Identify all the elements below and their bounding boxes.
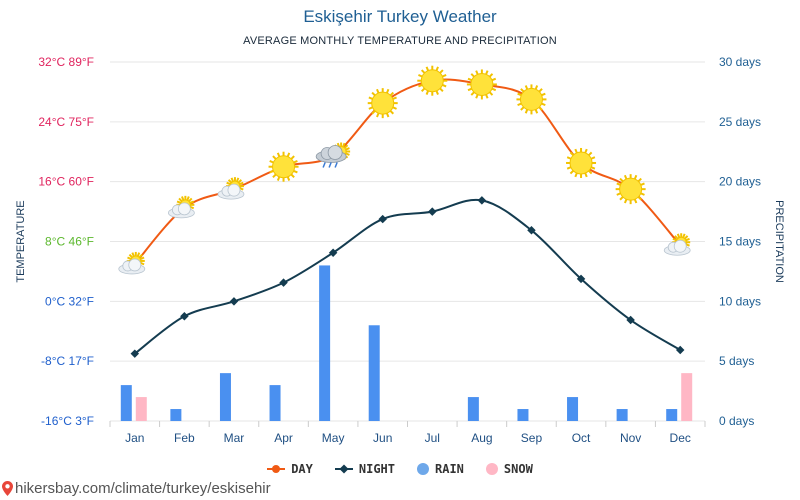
rain-bar bbox=[269, 385, 281, 421]
night-point bbox=[378, 214, 387, 224]
legend-night-label: NIGHT bbox=[358, 462, 395, 476]
partly-cloudy-icon bbox=[118, 251, 146, 275]
y-right-tick-label: 0 days bbox=[719, 414, 754, 428]
night-point bbox=[626, 315, 635, 325]
x-tick-label: Dec bbox=[670, 431, 691, 445]
y-right-tick-label: 10 days bbox=[719, 294, 761, 308]
y-left-axis-label: TEMPERATURE bbox=[15, 200, 27, 282]
weather-chart: 32°C 89°F 24°C 75°F 16°C 60°F 8°C 46°F 0°C 3… bbox=[15, 55, 785, 445]
rain-bar bbox=[467, 397, 479, 421]
y-left-tick-label: 0°C 32°F bbox=[45, 294, 94, 308]
sun-icon bbox=[615, 174, 646, 205]
y-left-tick-label: 32°C 89°F bbox=[38, 55, 94, 69]
x-tick-label: Oct bbox=[572, 431, 591, 445]
day-line bbox=[134, 78, 681, 265]
cloud-rain-icon bbox=[315, 142, 351, 168]
chart-legend: DAY NIGHT RAIN SNOW bbox=[0, 462, 800, 476]
legend-item-rain[interactable]: RAIN bbox=[417, 462, 464, 476]
x-tick-label: Feb bbox=[174, 431, 195, 445]
legend-day-swatch bbox=[267, 465, 286, 473]
rain-bar bbox=[666, 409, 678, 421]
night-point bbox=[130, 349, 140, 358]
night-line bbox=[134, 198, 681, 355]
night-point bbox=[477, 196, 487, 205]
legend-snow-label: SNOW bbox=[503, 462, 533, 476]
legend-item-day[interactable]: DAY bbox=[267, 462, 313, 476]
night-point bbox=[279, 278, 288, 287]
source-url: hikersbay.com/climate/turkey/eskisehir bbox=[15, 480, 271, 497]
night-point bbox=[180, 312, 189, 321]
x-tick-label: Mar bbox=[224, 431, 245, 445]
rain-bar bbox=[368, 325, 380, 421]
snow-bar bbox=[135, 397, 147, 421]
y-right-axis-label: PRECIPITATION bbox=[773, 200, 785, 283]
legend-snow-swatch bbox=[485, 463, 498, 475]
sun-icon bbox=[268, 151, 299, 182]
sun-icon bbox=[417, 65, 448, 96]
sun-icon bbox=[466, 69, 497, 100]
x-tick-label: Nov bbox=[620, 431, 641, 445]
legend-rain-swatch bbox=[417, 463, 429, 475]
rain-bar bbox=[219, 373, 231, 421]
y-left-tick-label: -16°C 3°F bbox=[41, 414, 94, 428]
sun-icon bbox=[367, 88, 398, 119]
snow-bar bbox=[681, 373, 693, 421]
legend-night-swatch bbox=[334, 464, 353, 474]
legend-rain-label: RAIN bbox=[435, 462, 464, 476]
y-left-tick-label: 24°C 75°F bbox=[38, 115, 94, 129]
chart-title: Eskişehir Turkey Weather bbox=[303, 7, 497, 26]
night-point bbox=[576, 274, 586, 284]
source-link[interactable]: hikersbay.com/climate/turkey/eskisehir bbox=[2, 480, 271, 497]
x-tick-label: Apr bbox=[274, 431, 293, 445]
y-left-tick-label: 16°C 60°F bbox=[38, 175, 94, 189]
x-tick-label: May bbox=[322, 431, 345, 445]
night-point bbox=[229, 297, 239, 306]
rain-bar bbox=[319, 265, 331, 421]
rain-bar bbox=[616, 409, 628, 421]
partly-cloudy-icon bbox=[167, 195, 195, 219]
legend-item-snow[interactable]: SNOW bbox=[485, 462, 533, 476]
night-point bbox=[328, 248, 338, 257]
night-point bbox=[428, 207, 437, 216]
x-tick-label: Aug bbox=[471, 431, 492, 445]
y-right-tick-label: 15 days bbox=[719, 235, 761, 249]
sun-icon bbox=[516, 84, 547, 115]
sun-icon bbox=[566, 147, 597, 178]
y-left-tick-label: 8°C 46°F bbox=[45, 235, 94, 249]
y-right-tick-label: 20 days bbox=[719, 175, 761, 189]
y-left-tick-label: -8°C 17°F bbox=[41, 354, 94, 368]
x-tick-label: Jun bbox=[373, 431, 392, 445]
x-tick-label: Jan bbox=[125, 431, 144, 445]
rain-bar bbox=[567, 397, 579, 421]
y-right-tick-label: 30 days bbox=[719, 55, 761, 69]
y-right-tick-label: 25 days bbox=[719, 115, 761, 129]
map-pin-icon bbox=[2, 481, 13, 496]
partly-cloudy-icon bbox=[663, 233, 691, 256]
x-tick-label: Sep bbox=[521, 431, 543, 445]
night-point bbox=[675, 345, 685, 355]
legend-item-night[interactable]: NIGHT bbox=[334, 462, 395, 476]
legend-day-label: DAY bbox=[291, 462, 313, 476]
rain-bar bbox=[120, 385, 132, 421]
chart-subtitle: AVERAGE MONTHLY TEMPERATURE AND PRECIPIT… bbox=[243, 35, 557, 47]
x-tick-label: Jul bbox=[425, 431, 440, 445]
y-right-tick-label: 5 days bbox=[719, 354, 754, 368]
rain-bar bbox=[517, 409, 529, 421]
rain-bar bbox=[170, 409, 182, 421]
partly-cloudy-icon bbox=[217, 177, 245, 200]
